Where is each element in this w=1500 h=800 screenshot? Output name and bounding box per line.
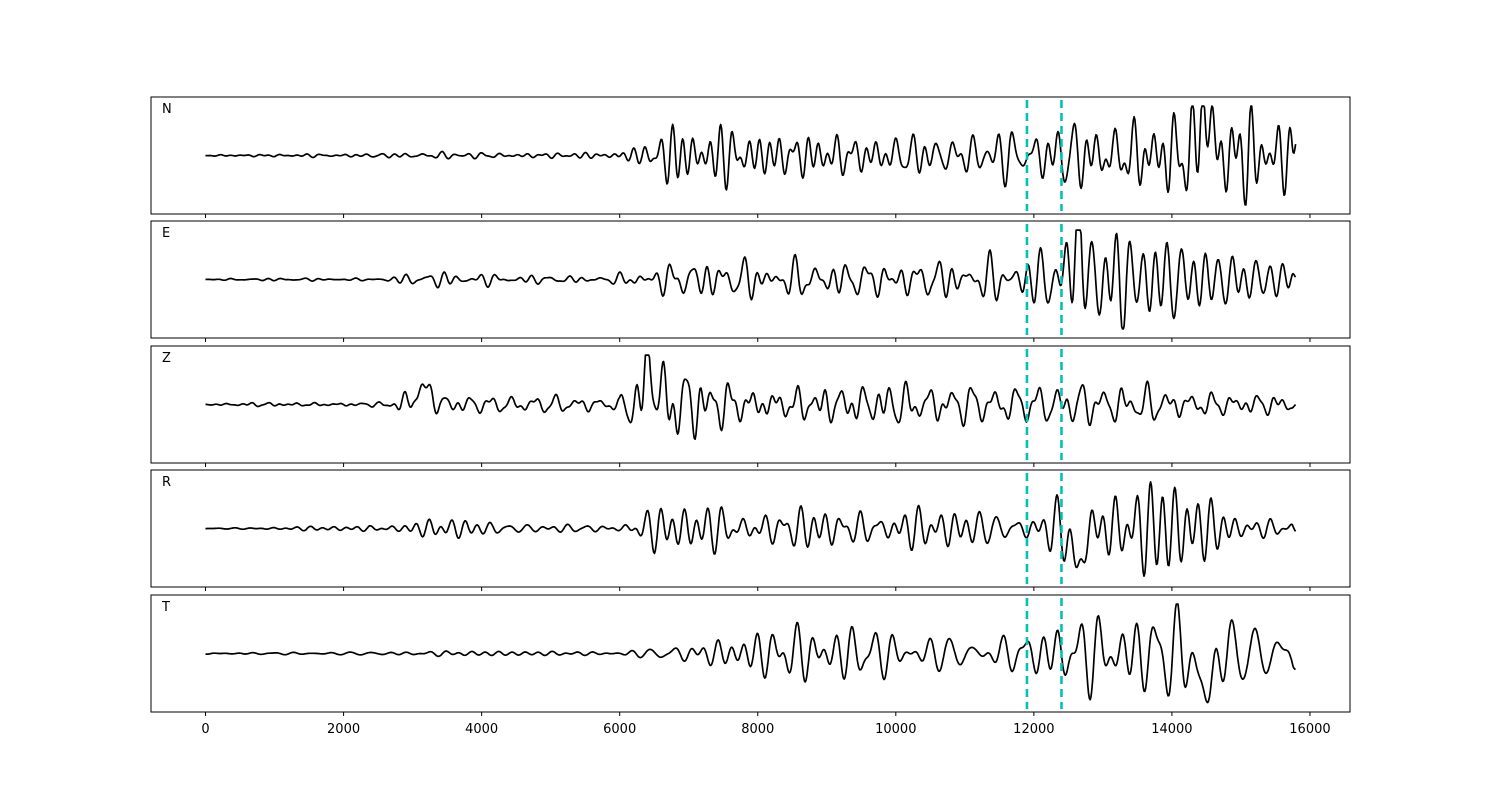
panel-n: N — [150, 96, 1351, 218]
x-tick-label: 10000 — [875, 722, 916, 737]
panel-r: R — [150, 469, 1351, 591]
panels-layer: N E Z R T — [150, 96, 1351, 716]
trace-line-r — [205, 481, 1297, 578]
trace-line-t — [205, 603, 1296, 704]
trace-line-z — [205, 354, 1297, 441]
x-axis: 0 2000 4000 6000 8000 10000 12000 14000 16000 — [201, 722, 1330, 737]
panel-e: E — [150, 220, 1351, 342]
panel-frame — [150, 594, 1351, 713]
panel-label: N — [162, 102, 172, 117]
x-tick-label: 0 — [201, 722, 209, 737]
panel-label: E — [162, 226, 170, 241]
x-tick-label: 8000 — [741, 722, 774, 737]
x-tick-label: 4000 — [465, 722, 498, 737]
trace-line-e — [205, 229, 1297, 330]
panel-label: T — [161, 600, 170, 615]
panel-label: Z — [162, 351, 171, 366]
x-tick-label: 16000 — [1289, 722, 1330, 737]
x-tick-label: 6000 — [603, 722, 636, 737]
trace-line-n — [205, 105, 1297, 206]
x-tick-label: 14000 — [1151, 722, 1192, 737]
panel-label: R — [162, 475, 171, 490]
panel-t: T — [150, 594, 1351, 716]
panel-z: Z — [150, 345, 1351, 467]
x-tick-label: 12000 — [1013, 722, 1054, 737]
x-tick-label: 2000 — [327, 722, 360, 737]
